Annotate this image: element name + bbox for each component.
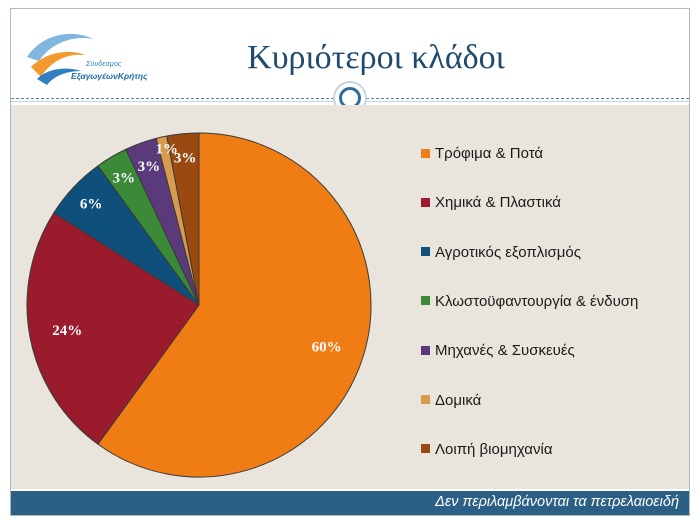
- legend-swatch: [421, 197, 430, 207]
- slide: Σύνδεσμος ΕξαγωγέωνΚρήτης Κυριότεροι κλά…: [10, 8, 690, 516]
- legend-label: Χημικά & Πλαστικά: [435, 194, 561, 212]
- chart-area: 60% 24% 6% 3% 3% 1% 3% Τρόφιμα & Ποτά Χημικά & …: [11, 105, 689, 489]
- legend-item-4: Κλωστοϋφαντουργία & ένδυση: [421, 293, 638, 315]
- pie-data-label-5: 3%: [138, 159, 161, 175]
- legend-label: Κλωστοϋφαντουργία & ένδυση: [435, 292, 639, 310]
- pie-data-label-1: 60%: [312, 339, 342, 355]
- logo: Σύνδεσμος ΕξαγωγέωνΚρήτης: [23, 27, 173, 87]
- pie-data-label-3: 6%: [80, 197, 103, 213]
- logo-swoosh-icon: [27, 33, 93, 85]
- legend-label: Δομικά: [435, 391, 482, 409]
- legend-item-5: Μηχανές & Συσκευές: [421, 342, 575, 364]
- legend-swatch: [421, 148, 430, 158]
- pie-slice-1: [97, 132, 372, 478]
- footer-bar: Δεν περιλαμβάνονται τα πετρελαιοειδή: [11, 491, 689, 515]
- legend-item-7: Λοιπή βιομηχανία: [421, 441, 553, 463]
- legend-swatch: [421, 395, 430, 405]
- pie-data-label-4: 3%: [112, 171, 135, 187]
- legend-swatch: [421, 247, 430, 257]
- legend-swatch: [421, 296, 430, 306]
- legend-label: Λοιπή βιομηχανία: [435, 440, 553, 458]
- legend-label: Μηχανές & Συσκευές: [435, 342, 575, 360]
- legend-swatch: [421, 444, 430, 454]
- pie-slice-7: [166, 132, 200, 306]
- legend-swatch: [421, 345, 430, 355]
- pie-data-label-2: 24%: [52, 323, 82, 339]
- pie-data-label-6: 1%: [155, 142, 178, 158]
- legend-item-6: Δομικά: [421, 392, 481, 414]
- footer-note: Δεν περιλαμβάνονται τα πετρελαιοειδή: [435, 494, 679, 510]
- header: Σύνδεσμος ΕξαγωγέωνΚρήτης Κυριότεροι κλά…: [11, 9, 689, 115]
- legend-item-2: Χημικά & Πλαστικά: [421, 194, 561, 216]
- legend-item-1: Τρόφιμα & Ποτά: [421, 145, 543, 167]
- logo-text-line1: Σύνδεσμος: [86, 61, 122, 68]
- legend-label: Τρόφιμα & Ποτά: [435, 145, 544, 162]
- page-title: Κυριότεροι κλάδοι: [247, 39, 505, 76]
- legend-item-3: Αγροτικός εξοπλισμός: [421, 244, 581, 266]
- pie-data-label-7: 3%: [174, 151, 197, 167]
- legend-label: Αγροτικός εξοπλισμός: [435, 243, 581, 261]
- logo-text-line2: ΕξαγωγέωνΚρήτης: [71, 71, 148, 81]
- pie-slice-2: [26, 212, 200, 445]
- pie-chart: 60%24%6%3%3%1%3%: [26, 132, 372, 478]
